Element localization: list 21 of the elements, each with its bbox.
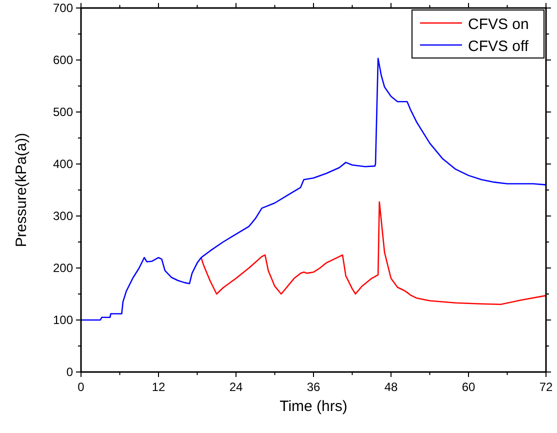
x-tick-label: 60 xyxy=(462,380,476,394)
y-tick-label: 0 xyxy=(66,365,74,379)
x-tick-label: 0 xyxy=(78,380,85,394)
x-tick-label: 48 xyxy=(384,380,398,394)
y-tick-label: 500 xyxy=(52,105,74,119)
x-tick-label: 36 xyxy=(306,380,320,394)
x-tick-label: 72 xyxy=(539,380,553,394)
y-tick-label: 200 xyxy=(52,261,74,275)
legend-label: CFVS off xyxy=(468,38,530,55)
y-tick-label: 400 xyxy=(52,157,74,171)
x-tick-label: 24 xyxy=(229,380,243,394)
y-tick-label: 100 xyxy=(52,313,74,327)
legend-label: CFVS on xyxy=(468,16,529,33)
y-tick-label: 300 xyxy=(52,209,74,223)
line-series xyxy=(200,201,547,306)
y-tick-label: 600 xyxy=(52,53,74,67)
x-axis-title: Time (hrs) xyxy=(280,398,348,415)
y-tick-label: 700 xyxy=(52,1,74,15)
y-axis-title: Pressure(kPa(a)) xyxy=(13,132,30,248)
line-series xyxy=(80,58,547,321)
x-tick-label: 12 xyxy=(152,380,166,394)
